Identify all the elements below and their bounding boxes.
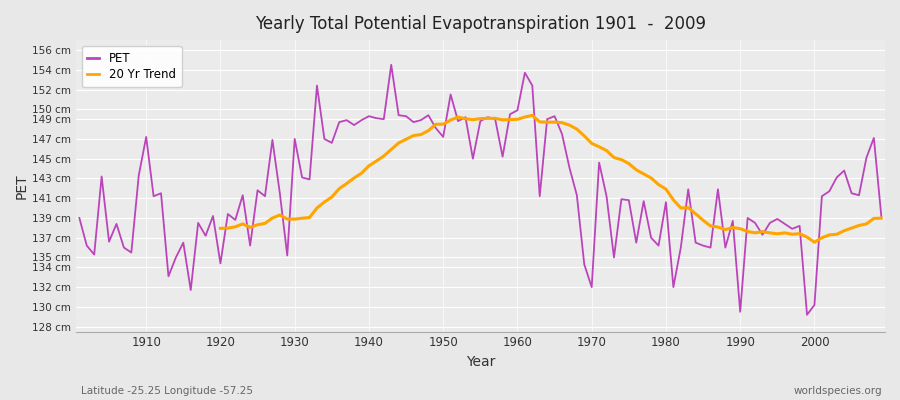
X-axis label: Year: Year	[465, 355, 495, 369]
Text: Latitude -25.25 Longitude -57.25: Latitude -25.25 Longitude -57.25	[81, 386, 253, 396]
Legend: PET, 20 Yr Trend: PET, 20 Yr Trend	[82, 46, 182, 87]
Y-axis label: PET: PET	[15, 173, 29, 199]
Text: worldspecies.org: worldspecies.org	[794, 386, 882, 396]
Title: Yearly Total Potential Evapotranspiration 1901  -  2009: Yearly Total Potential Evapotranspiratio…	[255, 15, 706, 33]
